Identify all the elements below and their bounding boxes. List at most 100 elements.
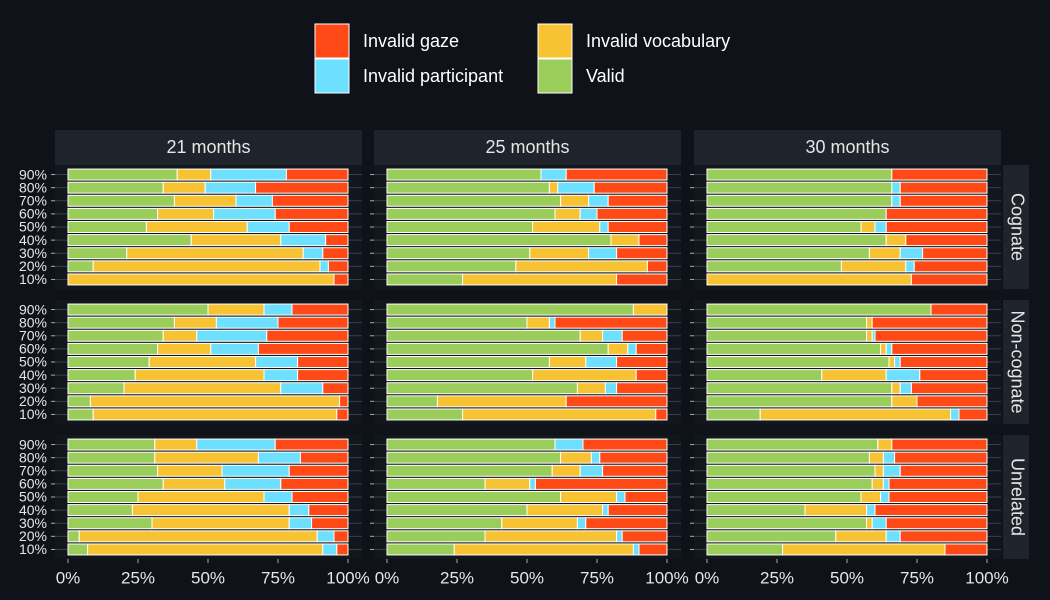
bar-segment bbox=[67, 207, 159, 220]
row-label: Cognate bbox=[1007, 193, 1027, 261]
bar-segment bbox=[386, 303, 634, 316]
bar-segment bbox=[67, 504, 133, 517]
legend-swatch bbox=[314, 58, 350, 94]
y-tick-label: 20% bbox=[19, 258, 47, 274]
bar-segment bbox=[885, 517, 988, 530]
bar-segment bbox=[67, 395, 91, 408]
bar-segment bbox=[905, 234, 988, 247]
bar-segment bbox=[257, 451, 301, 464]
bar-segment bbox=[706, 260, 842, 273]
bar-segment bbox=[123, 382, 282, 395]
bar-segment bbox=[157, 464, 223, 477]
bar-segment bbox=[515, 260, 648, 273]
bar-segment bbox=[548, 356, 587, 368]
bar-segment bbox=[386, 438, 556, 451]
y-tick-label: 80% bbox=[19, 179, 47, 195]
bar-segment bbox=[588, 247, 618, 260]
bar-segment bbox=[67, 234, 192, 247]
bar-segment bbox=[899, 530, 988, 543]
bar-segment bbox=[157, 207, 215, 220]
bar-segment bbox=[462, 273, 618, 286]
bar-segment bbox=[706, 408, 761, 421]
bar-segment bbox=[190, 234, 282, 247]
bar-segment bbox=[235, 194, 273, 207]
bar-segment bbox=[913, 260, 988, 273]
bar-segment bbox=[207, 303, 265, 316]
bar-segment bbox=[877, 438, 893, 451]
bar-segment bbox=[386, 543, 455, 556]
bar-segment bbox=[706, 491, 862, 503]
bar-segment bbox=[616, 356, 668, 368]
bar-segment bbox=[386, 491, 562, 503]
bar-segment bbox=[706, 194, 893, 207]
bar-segment bbox=[92, 408, 338, 421]
bar-segment bbox=[905, 260, 915, 273]
bar-segment bbox=[860, 221, 876, 233]
bar-segment bbox=[885, 207, 988, 220]
bar-segment bbox=[67, 247, 128, 260]
bar-segment bbox=[277, 316, 349, 329]
y-tick-label: 40% bbox=[19, 232, 47, 248]
bar-segment bbox=[204, 181, 257, 194]
bar-segment bbox=[67, 543, 89, 556]
bar-segment bbox=[67, 382, 125, 395]
bar-segment bbox=[560, 491, 618, 503]
y-tick-label: 30% bbox=[19, 380, 47, 396]
bar-segment bbox=[157, 342, 212, 355]
bar-segment bbox=[871, 517, 887, 530]
bar-segment bbox=[246, 221, 290, 233]
y-tick-label: 10% bbox=[19, 271, 47, 287]
bar-segment bbox=[602, 504, 609, 517]
bar-segment bbox=[162, 477, 226, 490]
bar-segment bbox=[871, 316, 988, 329]
bar-segment bbox=[386, 273, 464, 286]
bar-segment bbox=[585, 517, 668, 530]
column-label: 25 months bbox=[485, 137, 569, 157]
bar-segment bbox=[67, 530, 80, 543]
bar-segment bbox=[554, 316, 668, 329]
bar-segment bbox=[322, 543, 338, 556]
bar-segment bbox=[386, 207, 556, 220]
bar-segment bbox=[579, 464, 604, 477]
bar-segment bbox=[386, 260, 517, 273]
bar-segment bbox=[67, 451, 156, 464]
bar-segment bbox=[891, 194, 901, 207]
x-tick-label: 75% bbox=[261, 568, 295, 587]
bar-segment bbox=[386, 181, 550, 194]
bar-segment bbox=[602, 464, 668, 477]
bar-segment bbox=[148, 356, 257, 368]
bar-segment bbox=[706, 382, 893, 395]
bar-segment bbox=[557, 181, 595, 194]
y-tick-label: 80% bbox=[19, 314, 47, 330]
bar-segment bbox=[316, 530, 335, 543]
bar-segment bbox=[706, 369, 823, 382]
bar-segment bbox=[899, 356, 988, 368]
bar-segment bbox=[386, 517, 503, 530]
bar-segment bbox=[866, 316, 873, 329]
bar-segment bbox=[255, 356, 299, 368]
bar-segment bbox=[319, 260, 329, 273]
y-tick-label: 70% bbox=[19, 327, 47, 343]
bar-segment bbox=[874, 464, 884, 477]
legend-label: Invalid vocabulary bbox=[586, 31, 730, 51]
bar-segment bbox=[610, 234, 640, 247]
bar-segment bbox=[602, 329, 623, 342]
bar-segment bbox=[638, 543, 668, 556]
bar-segment bbox=[297, 369, 349, 382]
legend-label: Valid bbox=[586, 66, 625, 86]
bar-segment bbox=[930, 303, 988, 316]
strip bbox=[55, 130, 362, 165]
bar-segment bbox=[67, 369, 136, 382]
bar-segment bbox=[386, 329, 581, 342]
bar-segment bbox=[285, 168, 349, 181]
bar-segment bbox=[882, 477, 890, 490]
bar-segment bbox=[484, 477, 531, 490]
x-tick-label: 0% bbox=[56, 568, 81, 587]
bar-segment bbox=[67, 316, 175, 329]
y-tick-label: 20% bbox=[19, 393, 47, 409]
bar-segment bbox=[891, 181, 901, 194]
bar-segment bbox=[866, 517, 873, 530]
bar-segment bbox=[885, 369, 921, 382]
bar-segment bbox=[67, 168, 178, 181]
bar-segment bbox=[386, 234, 612, 247]
